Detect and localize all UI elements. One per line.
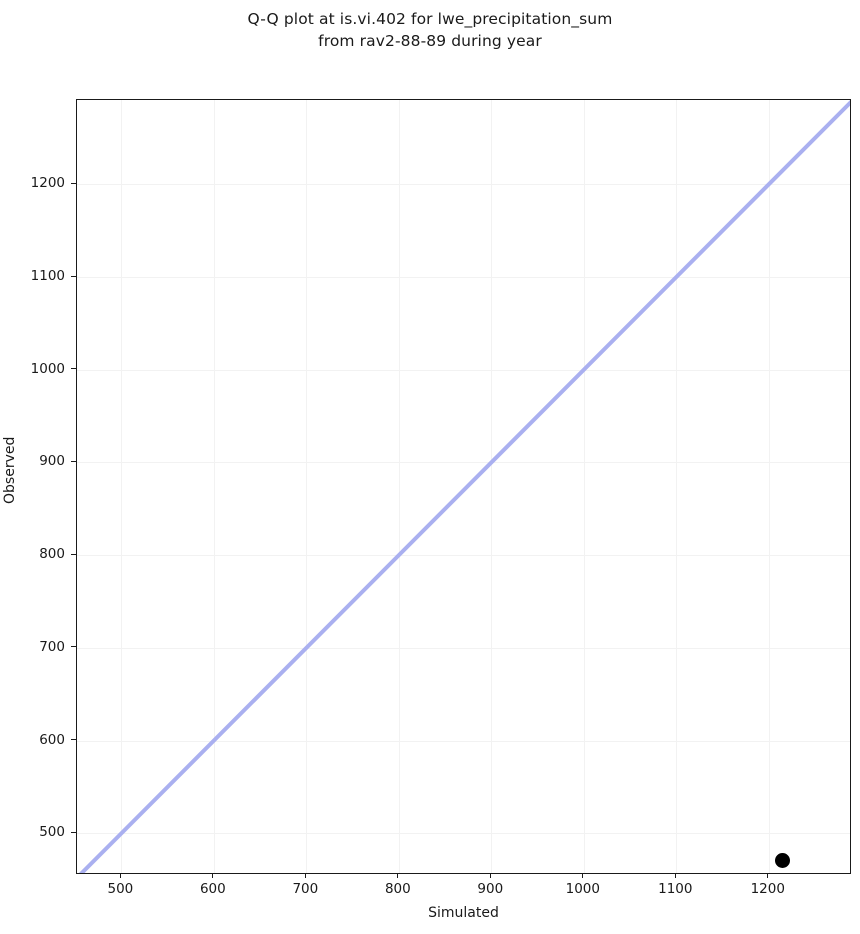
chart-title: Q-Q plot at is.vi.402 for lwe_precipitat… [247, 10, 613, 50]
x-tick-mark [397, 874, 399, 878]
y-tick-mark [71, 460, 76, 462]
gridline-vertical [306, 100, 308, 873]
x-axis-label: Simulated [428, 905, 499, 921]
data-point-marker [775, 852, 791, 868]
gridline-vertical [121, 100, 123, 873]
x-tick-label: 1100 [658, 881, 693, 897]
y-tick-label: 900 [39, 453, 65, 470]
x-tick-mark [582, 874, 584, 878]
x-tick-mark [304, 874, 306, 878]
y-tick-mark [71, 831, 76, 833]
plot-area [76, 99, 851, 874]
x-tick-mark [767, 874, 769, 878]
gridline-horizontal [77, 184, 850, 186]
x-tick-label: 1000 [565, 881, 600, 897]
y-tick-mark [71, 553, 76, 555]
x-tick-label: 500 [107, 881, 134, 897]
gridline-vertical [491, 100, 493, 873]
gridline-vertical [768, 100, 770, 873]
gridline-horizontal [77, 833, 850, 835]
x-tick-mark [674, 874, 676, 878]
y-tick-mark [71, 275, 76, 277]
x-tick-label: 800 [384, 881, 411, 897]
x-tick-label: 600 [199, 881, 226, 897]
gridline-horizontal [77, 462, 850, 464]
gridline-horizontal [77, 740, 850, 742]
y-axis-label: Observed [2, 436, 18, 504]
x-tick-label: 900 [477, 881, 504, 897]
x-tick-label: 700 [292, 881, 319, 897]
gridline-vertical [583, 100, 585, 873]
gridline-vertical [398, 100, 400, 873]
y-tick-mark [71, 646, 76, 648]
gridline-horizontal [77, 369, 850, 371]
y-tick-label: 1100 [30, 268, 65, 285]
x-tick-mark [212, 874, 214, 878]
y-tick-mark [71, 739, 76, 741]
gridline-horizontal [77, 555, 850, 557]
y-tick-label: 1000 [30, 360, 65, 377]
gridline-vertical [213, 100, 215, 873]
one-to-one-reference-line [78, 100, 850, 873]
y-tick-label: 600 [39, 731, 65, 748]
y-tick-label: 800 [39, 546, 65, 563]
y-tick-label: 1200 [30, 175, 65, 192]
y-tick-mark [71, 368, 76, 370]
x-tick-mark [489, 874, 491, 878]
gridline-horizontal [77, 277, 850, 279]
y-tick-mark [71, 182, 76, 184]
x-tick-mark [119, 874, 121, 878]
y-tick-label: 500 [39, 824, 65, 841]
gridline-horizontal [77, 647, 850, 649]
gridline-vertical [676, 100, 678, 873]
x-tick-label: 1200 [750, 881, 785, 897]
y-tick-label: 700 [39, 638, 65, 655]
